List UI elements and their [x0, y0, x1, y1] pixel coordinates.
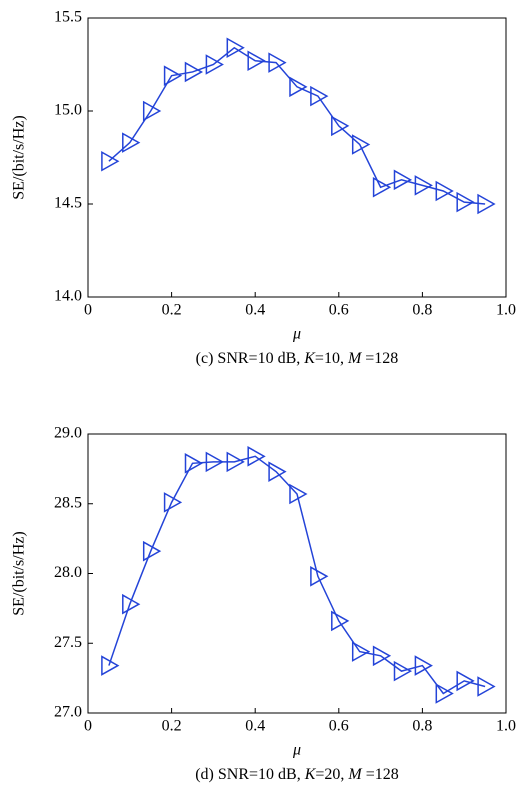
marker	[310, 85, 329, 107]
marker	[372, 176, 392, 198]
x-tick-label: 0.4	[245, 718, 265, 735]
marker	[184, 61, 204, 83]
marker	[414, 655, 433, 676]
marker	[101, 150, 120, 172]
caption-part: K	[303, 350, 316, 367]
x-axis-label: μ	[292, 742, 301, 759]
caption-part: (c) SNR=10 dB,	[196, 350, 305, 367]
caption: (c) SNR=10 dB, K=10, M =128	[196, 350, 399, 367]
marker	[247, 446, 266, 467]
marker	[351, 641, 371, 662]
marker	[435, 683, 454, 704]
marker	[101, 655, 120, 676]
y-tick-label: 15.5	[54, 9, 82, 26]
marker	[226, 37, 245, 59]
marker	[247, 50, 266, 72]
y-tick-label: 27.5	[54, 634, 82, 651]
x-tick-label: 1.0	[496, 718, 516, 735]
x-tick-label: 0.4	[245, 302, 265, 319]
y-tick-label: 28.0	[54, 564, 82, 581]
caption-part: =20,	[315, 766, 348, 783]
caption: (d) SNR=10 dB, K=20, M =128	[195, 766, 399, 783]
marker	[477, 676, 496, 697]
x-tick-label: 0.6	[329, 302, 349, 319]
x-tick-label: 1.0	[496, 302, 516, 319]
series-line	[108, 46, 486, 205]
marker	[122, 593, 141, 615]
x-tick-label: 0	[84, 718, 92, 735]
x-tick-label: 0.2	[162, 718, 182, 735]
marker	[205, 54, 224, 75]
marker	[163, 492, 183, 513]
marker	[393, 660, 413, 682]
marker	[435, 180, 454, 202]
caption-part: =128	[362, 766, 399, 783]
marker	[122, 132, 141, 153]
marker	[226, 451, 245, 473]
x-tick-label: 0.8	[412, 718, 432, 735]
marker	[268, 52, 287, 73]
marker	[142, 540, 162, 562]
marker	[477, 193, 496, 215]
marker	[289, 76, 308, 98]
x-tick-label: 0.6	[329, 718, 349, 735]
x-tick-label: 0	[84, 302, 92, 319]
y-tick-label: 27.0	[54, 704, 82, 721]
x-axis-label: μ	[292, 326, 301, 343]
marker	[142, 100, 162, 122]
marker	[351, 134, 371, 155]
marker	[289, 483, 308, 505]
x-tick-label: 0.8	[412, 302, 432, 319]
marker	[372, 645, 392, 667]
marker	[414, 175, 433, 196]
marker	[184, 453, 204, 474]
plot-frame	[87, 433, 507, 714]
marker	[456, 191, 475, 213]
caption-part: (d) SNR=10 dB,	[195, 766, 304, 783]
marker	[393, 169, 413, 191]
caption-part: =128	[361, 350, 398, 367]
caption-part: M	[347, 350, 363, 367]
marker	[331, 610, 350, 632]
marker	[331, 115, 350, 137]
marker	[456, 670, 475, 692]
caption-part: =10,	[315, 350, 348, 367]
series-line	[108, 455, 486, 695]
marker	[163, 65, 183, 86]
y-tick-label: 14.0	[54, 288, 82, 305]
caption-part: K	[304, 766, 317, 783]
plot-frame	[87, 17, 507, 298]
y-axis-label: SE/(bit/s/Hz)	[11, 115, 28, 199]
y-tick-label: 29.0	[54, 425, 82, 442]
marker	[205, 451, 224, 473]
marker	[268, 461, 287, 482]
caption-part: M	[347, 766, 363, 783]
marker	[310, 566, 329, 587]
y-tick-label: 15.0	[54, 102, 82, 119]
y-tick-label: 14.5	[54, 195, 82, 212]
y-tick-label: 28.5	[54, 494, 82, 511]
x-tick-label: 0.2	[162, 302, 182, 319]
y-axis-label: SE/(bit/s/Hz)	[11, 531, 28, 615]
